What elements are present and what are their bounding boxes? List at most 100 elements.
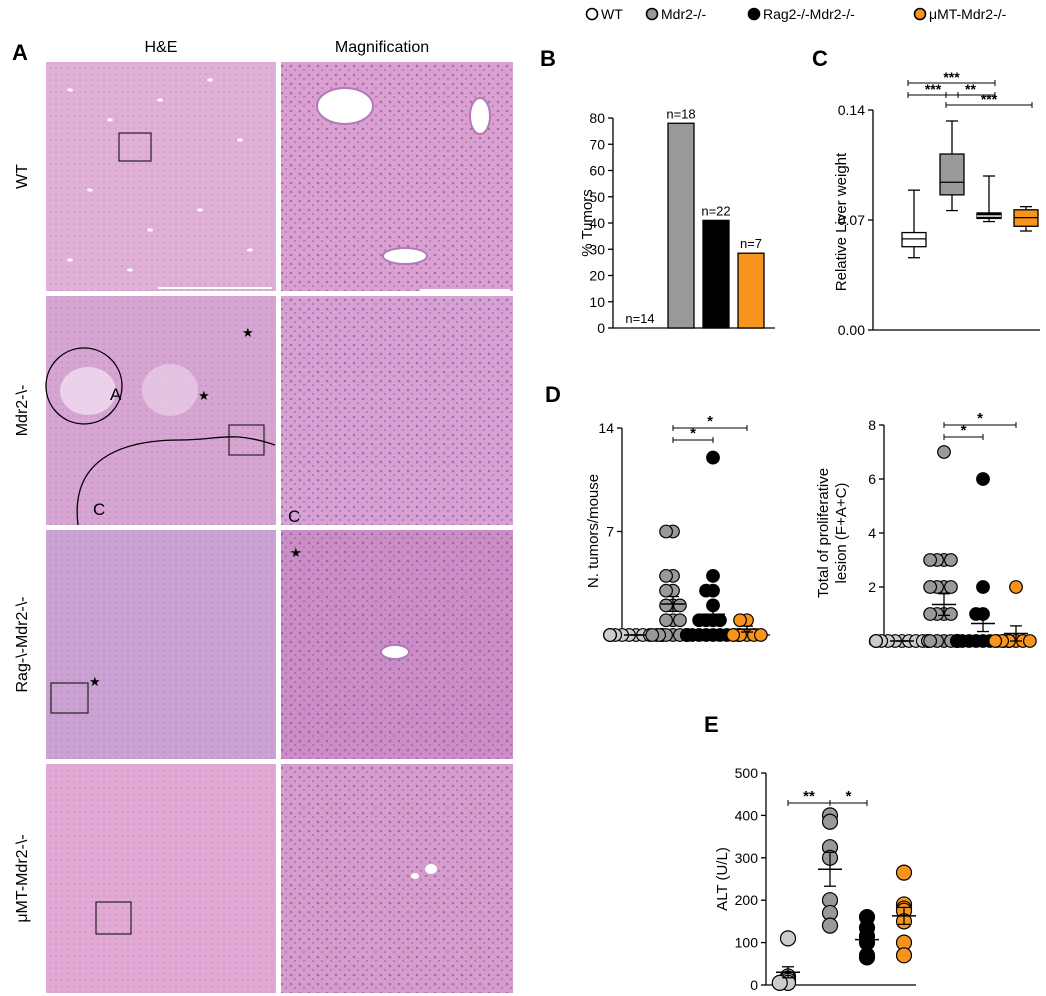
zoom-box-umt [95, 901, 132, 935]
b-y-tick-label-7: 70 [589, 136, 605, 152]
c-sig-label-3: *** [981, 91, 998, 107]
d2-y-tick-label-2: 4 [868, 525, 876, 541]
d2-point-2-0 [976, 472, 990, 486]
d1-y-axis-title: N. tumors/mouse [585, 474, 602, 588]
vessel-2 [157, 98, 163, 102]
e-y-tick-label-0: 0 [750, 977, 758, 993]
umt-vessel-1 [425, 864, 437, 874]
b-data-label-1: n=18 [666, 106, 695, 121]
panel-a-letter: A [12, 40, 28, 65]
c-sig-label-2: ** [965, 81, 976, 97]
e-point-2-5 [858, 949, 876, 966]
d2-point-3-5 [1022, 634, 1037, 648]
b-y-tick-label-6: 60 [589, 163, 605, 179]
e-y-tick-label-3: 300 [735, 850, 759, 866]
d1-point-1-11 [673, 613, 687, 628]
e-point-3-6 [895, 947, 913, 964]
d2-point-0-13 [869, 634, 883, 648]
b-bar-1 [667, 122, 695, 329]
c-box-0 [901, 231, 927, 248]
nodule-label: A [110, 385, 122, 404]
b-y-tick-label-2: 20 [589, 268, 605, 284]
d1-sig-label-1: * [707, 413, 713, 430]
d2-point-3-6 [988, 634, 1003, 648]
vessel-10 [67, 258, 73, 262]
vessel-3 [207, 78, 213, 82]
region-c-label: C [93, 500, 105, 519]
b-y-tick-label-8: 80 [589, 110, 605, 126]
d1-point-1-17 [645, 628, 660, 642]
legend-marker-2 [747, 7, 761, 21]
b-bar-2 [702, 219, 730, 329]
panel-c-letter: C [812, 46, 828, 71]
b-data-label-2: n=22 [701, 203, 730, 218]
legend: WT Mdr2-/- Rag2-/-Mdr2-/- μMT-Mdr2-/- [585, 6, 1007, 22]
b-y-tick-label-1: 10 [589, 294, 605, 310]
d2-point-2-1 [976, 580, 990, 594]
d1-point-2-1 [706, 568, 720, 583]
e-point-1-6 [821, 917, 839, 934]
rag-vessel [380, 644, 410, 660]
e-point-0-0 [779, 930, 797, 947]
d2-y-tick-label-4: 8 [868, 417, 876, 433]
vessel-4 [237, 138, 243, 142]
column-he-title: H&E [145, 39, 178, 56]
row-label-3: μMT-Mdr2-\- [14, 834, 31, 922]
d1-point-1-10 [659, 613, 673, 628]
d1-point-2-0 [706, 450, 720, 465]
wt-vessel-bottom [382, 247, 428, 265]
d2-point-1-3 [944, 553, 958, 567]
region-c-mag-label: C [288, 507, 300, 526]
d1-point-0-13 [603, 628, 617, 642]
d2-point-1-0 [937, 445, 951, 459]
e-point-1-1 [821, 813, 839, 830]
vessel-5 [87, 188, 93, 192]
legend-label-2: Rag2-/-Mdr2-/- [763, 6, 855, 22]
d1-y-tick-label-1: 7 [606, 524, 614, 540]
d1-y-tick-label-2: 14 [598, 420, 614, 436]
b-y-tick-label-0: 0 [597, 320, 605, 336]
b-y-tick-label-5: 50 [589, 189, 605, 205]
c-y-tick-label-1: 0.07 [838, 212, 865, 228]
e-sig-label-0: ** [803, 788, 815, 805]
d1-point-2-3 [699, 583, 713, 598]
region-c-outline [76, 436, 276, 526]
b-bar-3 [737, 252, 765, 329]
d1-point-1-7 [659, 598, 673, 613]
he-texture-3 [46, 764, 276, 993]
vessel-1 [107, 118, 113, 122]
d1-point-2-20 [680, 628, 694, 642]
panel-b-letter: B [540, 46, 556, 71]
legend-label-0: WT [601, 6, 623, 22]
d2-point-1-12 [923, 607, 938, 621]
zoom-box-mdr2 [228, 424, 265, 456]
row-label-0: WT [14, 164, 31, 189]
d2-point-3-0 [1009, 580, 1023, 594]
b-y-tick-label-4: 40 [589, 215, 605, 231]
d1-point-1-5 [659, 583, 673, 598]
nodule-circle [45, 347, 123, 425]
nodule-fill [60, 367, 116, 415]
vessel-9 [127, 268, 133, 272]
zoom-box-rag [50, 682, 89, 714]
d1-point-2-7 [713, 613, 727, 628]
legend-marker-1 [645, 7, 659, 21]
e-point-3-0 [895, 864, 913, 881]
c-sig-label-1: *** [925, 81, 942, 97]
d1-point-1-1 [659, 524, 673, 539]
e-y-tick-label-4: 400 [735, 807, 759, 823]
d2-y-axis-title: Total of proliferative [815, 468, 832, 598]
d2-point-1-16 [923, 634, 938, 648]
d2-sig-label-0: * [961, 422, 967, 439]
star-marker-3: ★ [290, 545, 302, 560]
vessel-7 [197, 208, 203, 212]
panel-d-letter: D [545, 382, 561, 407]
d2-point-1-7 [944, 580, 958, 594]
d1-sig-label-0: * [690, 425, 696, 442]
row-label-1: Mdr2-\- [14, 385, 31, 437]
d2-point-1-8 [923, 580, 938, 594]
d2-y-axis-title-2: lesion (F+A+C) [833, 483, 850, 584]
d2-sig-label-1: * [977, 410, 983, 427]
b-y-axis-title: % Tumors [579, 189, 596, 257]
